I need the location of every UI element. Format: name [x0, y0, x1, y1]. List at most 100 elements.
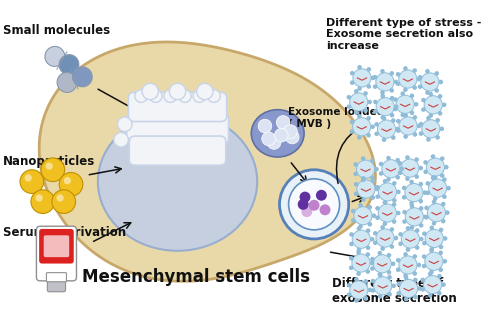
Circle shape	[440, 156, 444, 161]
Circle shape	[366, 228, 370, 233]
FancyBboxPatch shape	[39, 229, 74, 264]
Circle shape	[364, 108, 368, 113]
Circle shape	[437, 291, 442, 296]
Circle shape	[378, 294, 382, 299]
Circle shape	[394, 104, 398, 109]
Circle shape	[386, 156, 390, 161]
Circle shape	[430, 175, 436, 180]
Circle shape	[391, 262, 396, 266]
Circle shape	[412, 254, 417, 259]
Circle shape	[380, 225, 385, 230]
Circle shape	[370, 288, 375, 293]
Circle shape	[412, 85, 417, 90]
Circle shape	[396, 291, 401, 296]
Circle shape	[418, 199, 423, 203]
Circle shape	[434, 71, 439, 76]
Circle shape	[364, 296, 368, 301]
Circle shape	[378, 204, 396, 222]
Circle shape	[418, 166, 423, 170]
Circle shape	[400, 166, 404, 171]
Circle shape	[358, 86, 362, 91]
Circle shape	[353, 69, 371, 87]
Circle shape	[396, 175, 400, 180]
Circle shape	[354, 89, 358, 94]
Circle shape	[422, 190, 427, 195]
Circle shape	[396, 129, 400, 133]
Text: Different type of
exosome secretion: Different type of exosome secretion	[332, 277, 457, 305]
Circle shape	[370, 261, 374, 265]
Circle shape	[370, 175, 374, 180]
Circle shape	[274, 128, 288, 142]
Circle shape	[424, 215, 429, 220]
Circle shape	[376, 73, 394, 91]
Circle shape	[406, 208, 423, 226]
Circle shape	[441, 282, 446, 287]
Circle shape	[354, 277, 358, 282]
Circle shape	[438, 94, 442, 99]
Circle shape	[403, 88, 407, 92]
Circle shape	[440, 127, 444, 131]
Circle shape	[393, 97, 398, 102]
Circle shape	[370, 279, 375, 283]
Circle shape	[444, 165, 448, 169]
Circle shape	[383, 200, 388, 205]
Circle shape	[380, 69, 385, 74]
Circle shape	[370, 124, 375, 129]
Circle shape	[364, 279, 368, 284]
Circle shape	[378, 272, 382, 277]
Circle shape	[376, 185, 380, 189]
Circle shape	[424, 160, 428, 165]
Circle shape	[410, 201, 414, 205]
Circle shape	[300, 192, 310, 203]
Circle shape	[170, 83, 186, 100]
Circle shape	[391, 118, 396, 123]
Circle shape	[383, 179, 388, 183]
Circle shape	[378, 251, 382, 255]
Circle shape	[350, 129, 354, 134]
Circle shape	[426, 158, 444, 176]
Circle shape	[396, 81, 400, 86]
Circle shape	[284, 125, 298, 138]
Circle shape	[392, 202, 396, 207]
Circle shape	[412, 271, 417, 276]
Circle shape	[422, 264, 426, 268]
Circle shape	[394, 236, 398, 240]
Circle shape	[286, 130, 299, 144]
Circle shape	[390, 227, 394, 232]
Circle shape	[356, 226, 361, 231]
Circle shape	[349, 266, 354, 270]
Circle shape	[368, 100, 372, 104]
Circle shape	[376, 229, 394, 247]
Circle shape	[414, 174, 419, 179]
Circle shape	[396, 190, 400, 194]
Circle shape	[410, 180, 414, 184]
Circle shape	[433, 197, 438, 201]
Circle shape	[426, 191, 430, 195]
Circle shape	[416, 77, 421, 81]
Circle shape	[350, 80, 354, 85]
Circle shape	[440, 173, 444, 178]
Circle shape	[380, 94, 385, 98]
Circle shape	[382, 160, 400, 178]
Circle shape	[404, 276, 408, 280]
Circle shape	[361, 176, 366, 181]
Circle shape	[376, 194, 380, 199]
Circle shape	[436, 135, 440, 140]
Circle shape	[356, 271, 361, 276]
Circle shape	[418, 84, 422, 89]
Circle shape	[445, 210, 450, 215]
Circle shape	[368, 205, 372, 210]
Circle shape	[373, 84, 378, 89]
Circle shape	[370, 257, 374, 261]
Circle shape	[393, 107, 398, 111]
Circle shape	[400, 279, 417, 297]
Circle shape	[402, 219, 407, 224]
Circle shape	[405, 176, 409, 181]
Circle shape	[404, 113, 408, 118]
Circle shape	[150, 90, 162, 102]
Circle shape	[354, 192, 358, 196]
Circle shape	[193, 90, 206, 102]
Circle shape	[428, 92, 433, 97]
Circle shape	[20, 170, 44, 193]
Circle shape	[346, 104, 351, 109]
